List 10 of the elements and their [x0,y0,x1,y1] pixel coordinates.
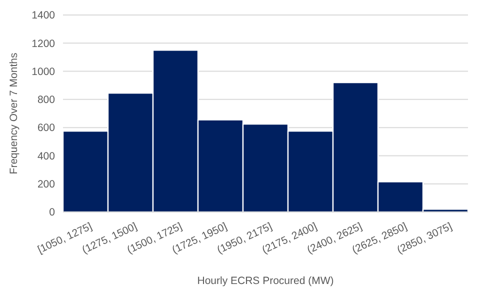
y-tick-label: 800 [37,94,56,106]
y-axis-title: Frequency Over 7 Months [8,52,20,174]
y-tick-label: 1200 [32,38,56,50]
y-tick-label: 200 [37,178,56,191]
y-tick-label: 400 [37,150,56,162]
y-tick-label: 1400 [32,10,56,22]
x-axis-title: Hourly ECRS Procured (MW) [197,275,334,287]
y-tick-label: 0 [49,206,56,219]
y-tick-label: 600 [37,122,56,134]
y-tick-label: 1000 [32,66,56,78]
